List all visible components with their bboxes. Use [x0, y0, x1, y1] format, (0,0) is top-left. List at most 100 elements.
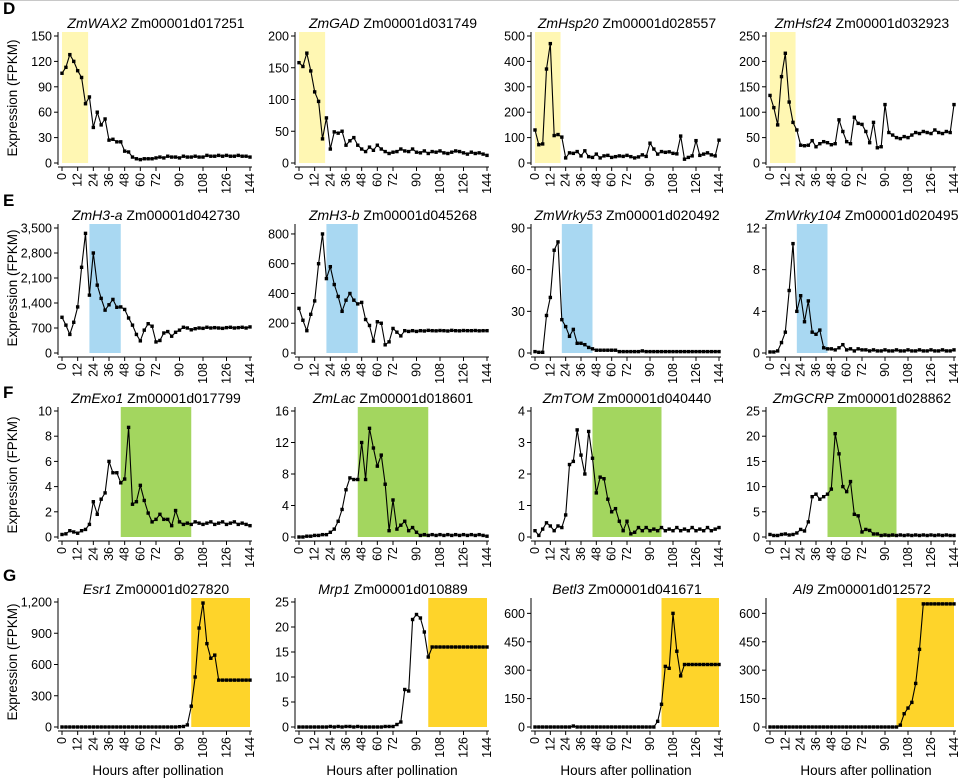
data-point: [871, 348, 876, 352]
data-point: [236, 325, 240, 330]
panel-title: ZmGCRP Zm00001d028862: [772, 390, 951, 406]
data-point: [232, 154, 237, 158]
data-point: [571, 327, 576, 332]
data-point: [414, 329, 419, 334]
gene-name: ZmGAD: [308, 15, 360, 31]
data-point: [590, 456, 595, 460]
data-point: [798, 143, 803, 147]
x-tick-label: 48: [589, 737, 603, 751]
data-point: [875, 532, 880, 536]
data-point: [841, 129, 845, 134]
data-point: [244, 522, 248, 527]
data-point: [537, 350, 541, 355]
data-point: [802, 144, 807, 148]
x-tick-label: 108: [196, 173, 210, 194]
data-point: [906, 706, 910, 710]
data-point: [705, 349, 710, 354]
data-point: [852, 725, 857, 729]
data-point: [617, 349, 622, 354]
data-point: [142, 498, 146, 503]
data-point: [336, 131, 340, 135]
data-point: [698, 349, 702, 354]
data-point: [95, 283, 99, 287]
data-point: [701, 152, 706, 156]
data-point: [883, 533, 887, 537]
y-tick-label: 60: [38, 106, 52, 120]
x-tick-label: 90: [643, 363, 657, 377]
y-tick-label: 250: [739, 30, 760, 44]
data-point: [791, 532, 795, 537]
y-tick-label: 150: [739, 80, 760, 94]
data-point: [818, 328, 822, 332]
data-point: [352, 298, 356, 302]
y-tick-label: 25: [746, 405, 760, 419]
x-tick-label: 36: [339, 737, 353, 751]
x-tick-label: 126: [689, 737, 703, 758]
y-axis-label-g: Expression (FPKM): [5, 603, 20, 720]
gene-name: ZmGCRP: [772, 390, 834, 406]
x-tick-label: 48: [824, 173, 838, 187]
data-point: [64, 323, 68, 327]
gene-name: ZmWrky53: [533, 207, 602, 223]
data-point: [328, 530, 333, 534]
data-point: [567, 725, 572, 729]
data-point: [481, 645, 485, 649]
data-point: [158, 725, 162, 729]
panel-title: Mrp1 Zm00001d010889: [318, 581, 468, 597]
data-point: [860, 530, 864, 534]
data-point: [103, 308, 107, 312]
data-point: [68, 529, 72, 533]
x-tick-label: 0: [292, 547, 306, 554]
data-point: [609, 725, 614, 729]
data-point: [848, 141, 853, 146]
data-point: [894, 348, 899, 352]
data-point: [775, 123, 780, 127]
data-point: [875, 146, 880, 150]
data-point: [910, 700, 914, 705]
data-point: [621, 349, 625, 354]
data-point: [648, 529, 652, 533]
data-point: [560, 725, 564, 729]
x-tick-label: 24: [559, 173, 573, 187]
data-point: [791, 241, 795, 246]
data-point: [446, 645, 450, 649]
gene-id: Zm00001d018601: [356, 390, 474, 406]
data-point: [717, 138, 721, 142]
data-point: [613, 725, 618, 729]
data-point: [461, 328, 466, 333]
gene-name: Al9: [792, 581, 813, 597]
data-point: [305, 725, 309, 729]
data-point: [533, 128, 537, 132]
data-point: [332, 725, 336, 729]
data-point: [694, 529, 698, 533]
data-point: [825, 140, 830, 145]
y-tick-label: 150: [31, 30, 52, 44]
panel-title: Esr1 Zm00001d027820: [83, 581, 230, 597]
x-tick-label: 144: [243, 737, 257, 758]
data-point: [537, 725, 541, 729]
data-point: [655, 349, 660, 354]
x-tick-label: 48: [118, 737, 132, 751]
data-point: [690, 525, 694, 530]
gene-name: ZmHsp20: [537, 15, 599, 31]
data-point: [126, 316, 131, 320]
data-point: [391, 724, 395, 729]
data-point: [414, 612, 419, 617]
x-tick-label: 126: [220, 363, 234, 384]
data-point: [126, 425, 131, 430]
data-point: [682, 157, 687, 161]
data-point: [648, 141, 652, 145]
data-point: [821, 346, 826, 350]
data-point: [297, 725, 301, 729]
x-tick-label: 144: [947, 363, 959, 384]
x-tick-label: 0: [528, 737, 542, 744]
x-tick-label: 36: [809, 737, 823, 751]
x-tick-label: 60: [605, 363, 619, 377]
data-point: [798, 294, 803, 298]
data-point: [359, 725, 364, 729]
data-point: [602, 348, 606, 352]
data-point: [821, 725, 826, 729]
data-point: [418, 151, 423, 155]
data-point: [632, 156, 637, 160]
gene-id: Zm00001d028557: [599, 15, 717, 31]
